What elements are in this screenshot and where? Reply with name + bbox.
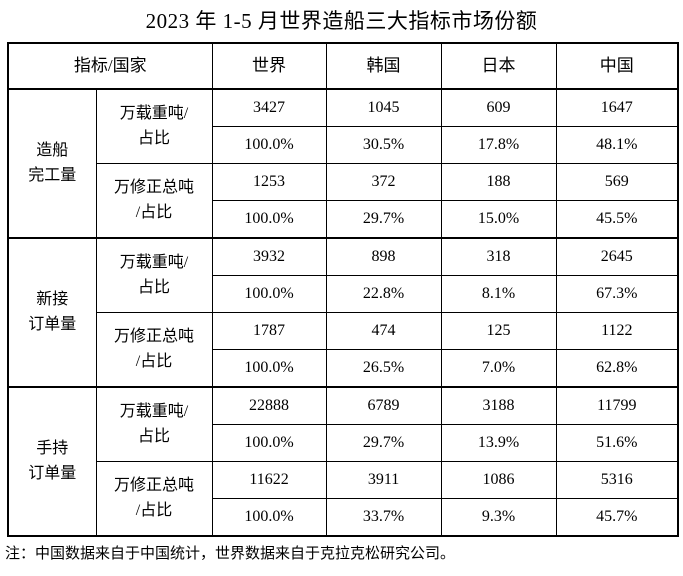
table-row: 造船 完工量 万载重吨/ 占比 3427 1045 609 1647	[7, 88, 679, 239]
share-cell: 8.1%	[440, 275, 557, 313]
value-cell: 609	[440, 88, 557, 127]
share-cell: 67.3%	[555, 275, 679, 313]
value-cell: 318	[440, 237, 557, 276]
share-cell: 100.0%	[211, 126, 327, 164]
value-cell: 1086	[440, 461, 557, 499]
share-cell: 17.8%	[440, 126, 557, 164]
share-cell: 29.7%	[325, 424, 442, 462]
share-cell: 100.0%	[211, 498, 327, 537]
value-cell: 5316	[555, 461, 679, 499]
metric-label: 万修正总吨 /占比	[95, 312, 213, 388]
value-cell: 11799	[555, 386, 679, 425]
col-header-world: 世界	[211, 42, 327, 90]
source-note: 注：中国数据来自于中国统计，世界数据来自于克拉克松研究公司。	[5, 546, 456, 562]
share-cell: 26.5%	[325, 349, 442, 388]
table-row: 100.0% 30.5% 17.8% 48.1%	[8, 126, 679, 164]
share-cell: 45.7%	[555, 498, 679, 537]
value-cell: 22888	[211, 386, 327, 425]
value-cell: 1787	[211, 312, 327, 350]
value-cell: 1647	[555, 88, 679, 127]
share-cell: 7.0%	[440, 349, 557, 388]
section-label-completions: 造船 完工量	[7, 88, 97, 239]
table-row: 手持 订单量 万载重吨/ 占比 22888 6789 3188 11799	[7, 386, 679, 537]
value-cell: 3932	[211, 237, 327, 276]
table-row: 100.0% 26.5% 7.0% 62.8%	[8, 349, 679, 388]
value-cell: 125	[440, 312, 557, 350]
metric-label: 万载重吨/ 占比	[95, 237, 213, 313]
table-header-row: 指标/国家 世界 韩国 日本 中国	[7, 42, 679, 90]
value-cell: 188	[440, 163, 557, 201]
share-cell: 15.0%	[440, 200, 557, 239]
share-cell: 13.9%	[440, 424, 557, 462]
table-row: 万修正总吨 /占比 11622 3911 1086 5316	[8, 461, 679, 537]
page-title: 2023 年 1-5 月世界造船三大指标市场份额	[145, 9, 538, 33]
table-row: 新接 订单量 万载重吨/ 占比 3932 898 318 2645	[7, 237, 679, 388]
share-cell: 22.8%	[325, 275, 442, 313]
shipbuilding-indicators-table: 指标/国家 世界 韩国 日本 中国 造船 完工量 万载重吨/ 占比 3427 1…	[7, 42, 680, 537]
table-row: 万修正总吨 /占比 1253 372 188 569	[8, 163, 679, 239]
col-header-china: 中国	[555, 42, 679, 90]
value-cell: 11622	[211, 461, 327, 499]
col-header-japan: 日本	[440, 42, 557, 90]
value-cell: 1253	[211, 163, 327, 201]
share-cell: 100.0%	[211, 200, 327, 239]
metric-label: 万修正总吨 /占比	[95, 461, 213, 537]
share-cell: 29.7%	[325, 200, 442, 239]
value-cell: 898	[325, 237, 442, 276]
value-cell: 1122	[555, 312, 679, 350]
share-cell: 45.5%	[555, 200, 679, 239]
metric-label: 万载重吨/ 占比	[95, 386, 213, 462]
table-row: 100.0% 33.7% 9.3% 45.7%	[8, 498, 679, 537]
value-cell: 3911	[325, 461, 442, 499]
table-row: 100.0% 22.8% 8.1% 67.3%	[8, 275, 679, 313]
share-cell: 100.0%	[211, 275, 327, 313]
share-cell: 33.7%	[325, 498, 442, 537]
value-cell: 3427	[211, 88, 327, 127]
table-row: 100.0% 29.7% 15.0% 45.5%	[8, 200, 679, 239]
share-cell: 100.0%	[211, 349, 327, 388]
value-cell: 474	[325, 312, 442, 350]
value-cell: 6789	[325, 386, 442, 425]
share-cell: 30.5%	[325, 126, 442, 164]
share-cell: 9.3%	[440, 498, 557, 537]
share-cell: 51.6%	[555, 424, 679, 462]
share-cell: 100.0%	[211, 424, 327, 462]
value-cell: 372	[325, 163, 442, 201]
value-cell: 569	[555, 163, 679, 201]
corner-header-cell: 指标/国家	[7, 42, 213, 90]
value-cell: 2645	[555, 237, 679, 276]
share-cell: 48.1%	[555, 126, 679, 164]
section-label-order-backlog: 手持 订单量	[7, 386, 97, 537]
metric-label: 万修正总吨 /占比	[95, 163, 213, 239]
table-row: 万修正总吨 /占比 1787 474 125 1122	[8, 312, 679, 388]
value-cell: 3188	[440, 386, 557, 425]
share-cell: 62.8%	[555, 349, 679, 388]
section-label-new-orders: 新接 订单量	[7, 237, 97, 388]
table-row: 100.0% 29.7% 13.9% 51.6%	[8, 424, 679, 462]
value-cell: 1045	[325, 88, 442, 127]
col-header-korea: 韩国	[325, 42, 442, 90]
metric-label: 万载重吨/ 占比	[95, 88, 213, 164]
